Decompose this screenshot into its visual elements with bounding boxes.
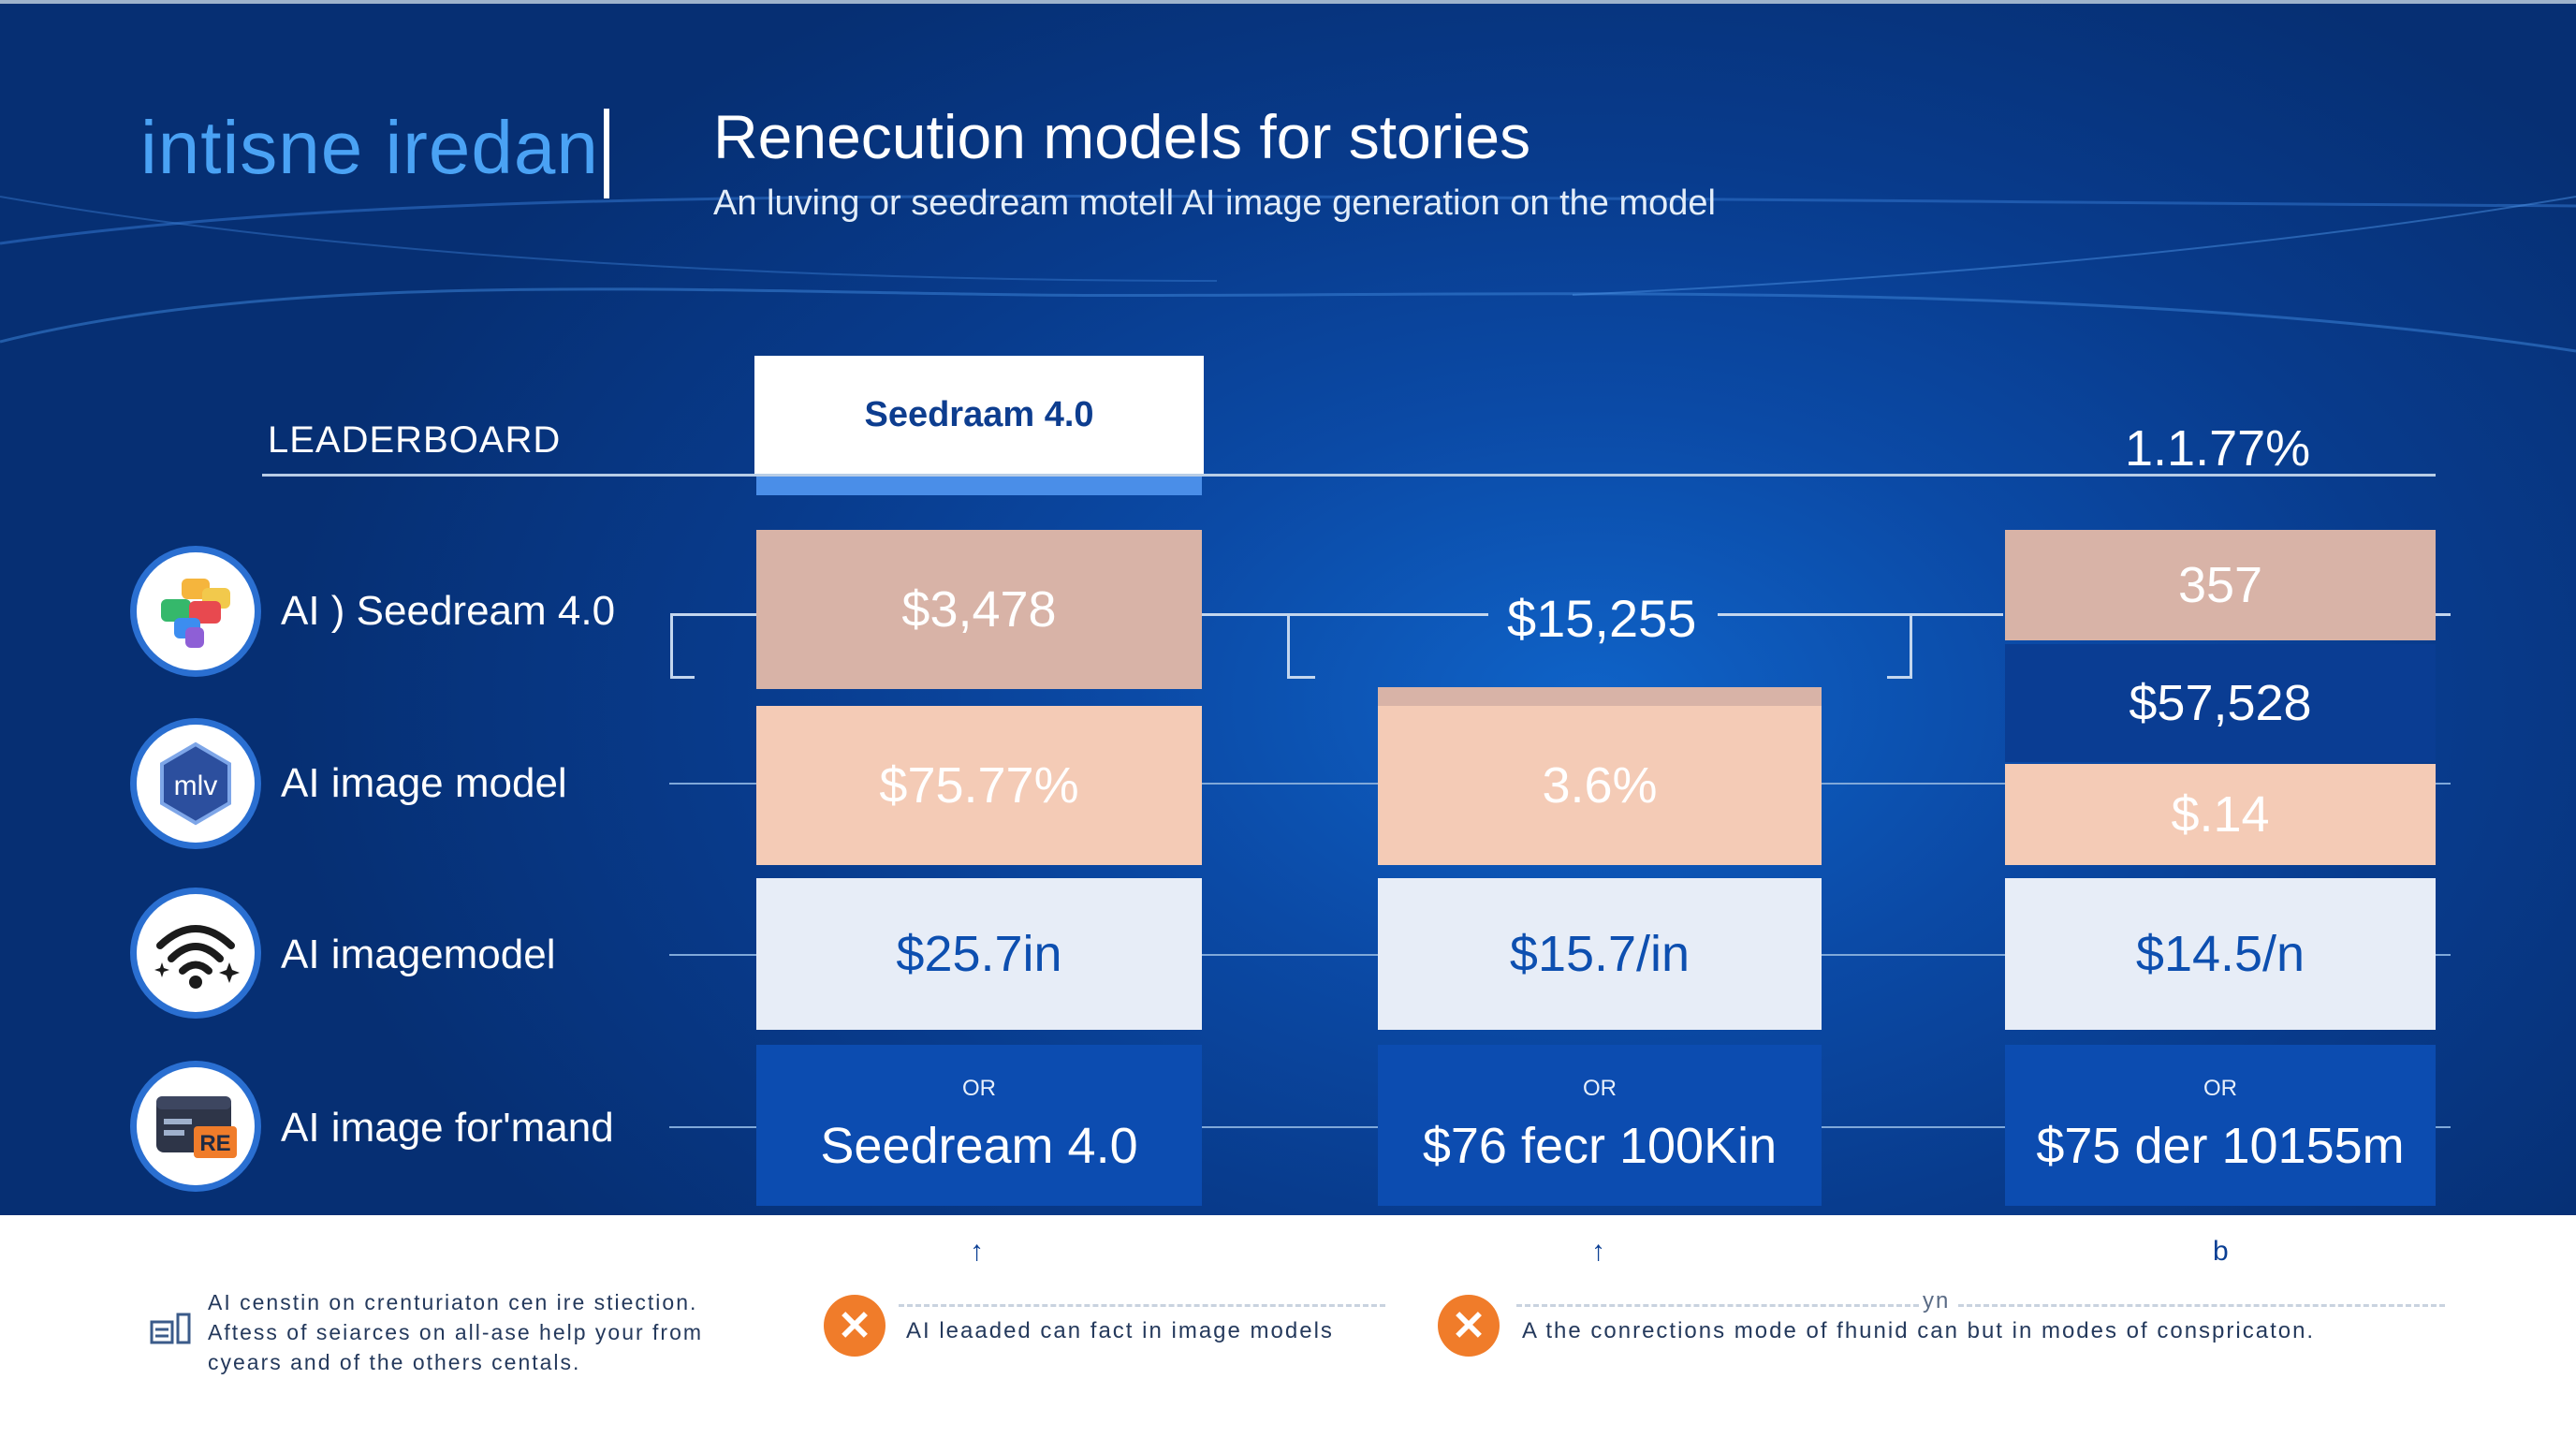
cell-col1-row2[interactable]: $75.77% — [756, 706, 1202, 865]
page-subtitle: An luving or seedream motell AI image ge… — [713, 183, 1716, 223]
bracket-line — [1202, 613, 1488, 616]
bracket-line — [1887, 676, 1912, 679]
footer-note-1: AI leaaded can fact in image models — [906, 1318, 1334, 1343]
footer-note-2: A the conrections mode of fhunid can but… — [1522, 1318, 2316, 1343]
or-label: OR — [1583, 1076, 1617, 1101]
row-line — [669, 954, 756, 956]
row-line — [1822, 1126, 2005, 1128]
row-label-3: AI imagemodel — [281, 932, 556, 977]
or-value: $76 fecr 100Kin — [1422, 1118, 1778, 1174]
top-border — [0, 0, 2576, 4]
page-title: Renecution models for stories — [713, 102, 1531, 171]
svg-text:RE: RE — [199, 1131, 230, 1156]
wifi-sparkle-icon — [137, 894, 255, 1012]
bracket-line — [672, 613, 756, 616]
cell-col1-row4[interactable]: OR Seedream 4.0 — [756, 1045, 1202, 1206]
bracket-line — [670, 676, 695, 679]
leaderboard-divider — [262, 474, 2436, 477]
row-label-4: AI image for'mand — [281, 1105, 614, 1151]
bracket-line — [1718, 613, 2003, 616]
row-line — [1202, 783, 1378, 785]
cell-col3-row4[interactable]: OR $75 der 10155m — [2005, 1045, 2436, 1206]
row-label-1: AI ) Seedream 4.0 — [281, 588, 616, 634]
footer-description: AI censtin on crenturiaton cen ire stiec… — [208, 1287, 703, 1377]
bracket-line — [1287, 676, 1315, 679]
re-window-icon: RE — [137, 1067, 255, 1185]
cell-col1-row3[interactable]: $25.7in — [756, 878, 1202, 1030]
bracket-line — [1287, 613, 1290, 679]
bracket-line — [2436, 613, 2451, 616]
decorative-swoosh — [0, 195, 2576, 353]
cell-col3-row3[interactable]: $14.5/n — [2005, 878, 2436, 1030]
row-line — [1202, 1126, 1378, 1128]
dashed-divider — [1516, 1304, 1919, 1307]
cell-col2-row4[interactable]: OR $76 fecr 100Kin — [1378, 1045, 1822, 1206]
close-circle-icon[interactable]: ✕ — [824, 1295, 886, 1357]
footer-description-line: AI censtin on crenturiaton cen ire stiec… — [208, 1290, 698, 1314]
or-value: Seedream 4.0 — [820, 1118, 1138, 1174]
leaderboard-label: LEADERBOARD — [268, 419, 562, 461]
brand-logo-text: intisne iredan — [140, 106, 599, 189]
footer-description-line: cyears and of the others centals. — [208, 1350, 581, 1374]
row-line — [2436, 783, 2451, 785]
mv-logo-icon: mlv — [137, 725, 255, 843]
cell-col1-row1[interactable]: $3,478 — [756, 530, 1202, 689]
row-line — [669, 1126, 756, 1128]
up-arrow-icon: ↑ — [970, 1236, 984, 1267]
row-line — [2436, 954, 2451, 956]
or-label: OR — [962, 1076, 996, 1101]
cell-col3-row1b[interactable]: $57,528 — [2005, 644, 2436, 762]
svg-text:mlv: mlv — [174, 770, 218, 801]
dashed-divider — [899, 1304, 1385, 1307]
percent-header: 1.1.77% — [2125, 420, 2311, 477]
bracket-line — [670, 613, 673, 679]
dashed-divider — [1958, 1304, 2445, 1307]
footer-yn-label: yn — [1923, 1288, 1951, 1313]
row-line — [1822, 954, 2005, 956]
footer-marker: b — [2213, 1236, 2229, 1267]
colorful-puzzle-icon — [137, 552, 255, 670]
brand-cursor — [604, 109, 609, 198]
row-line — [2436, 1126, 2451, 1128]
row-line — [1202, 954, 1378, 956]
cell-col3-row1a[interactable]: 357 — [2005, 530, 2436, 640]
cell-col2-accent — [1378, 687, 1822, 706]
or-label: OR — [2203, 1076, 2237, 1101]
bracket-line — [1910, 613, 1912, 679]
document-icon — [150, 1313, 191, 1344]
footer-description-line: Aftess of seiarces on all-ase help your … — [208, 1320, 704, 1344]
close-circle-icon[interactable]: ✕ — [1438, 1295, 1500, 1357]
cell-col2-row1[interactable]: $15,255 — [1507, 589, 1697, 648]
column-header-accent — [756, 477, 1202, 495]
row-line — [669, 783, 756, 785]
cell-col2-row3[interactable]: $15.7/in — [1378, 878, 1822, 1030]
row-line — [1822, 783, 2005, 785]
cell-col2-row2[interactable]: 3.6% — [1378, 706, 1822, 865]
column-header-seedraam[interactable]: Seedraam 4.0 — [754, 356, 1204, 474]
up-arrow-icon: ↑ — [1591, 1236, 1605, 1267]
row-label-2: AI image model — [281, 760, 567, 806]
or-value: $75 der 10155m — [2036, 1118, 2405, 1174]
footer-panel — [0, 1215, 2576, 1438]
cell-col3-row2[interactable]: $.14 — [2005, 764, 2436, 865]
